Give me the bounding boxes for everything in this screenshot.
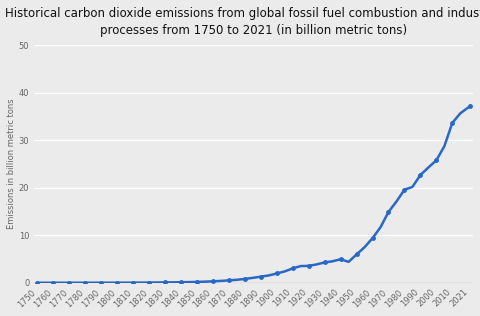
Title: Historical carbon dioxide emissions from global fossil fuel combustion and indus: Historical carbon dioxide emissions from… [5, 7, 480, 37]
Y-axis label: Emissions in billion metric tons: Emissions in billion metric tons [7, 99, 16, 229]
